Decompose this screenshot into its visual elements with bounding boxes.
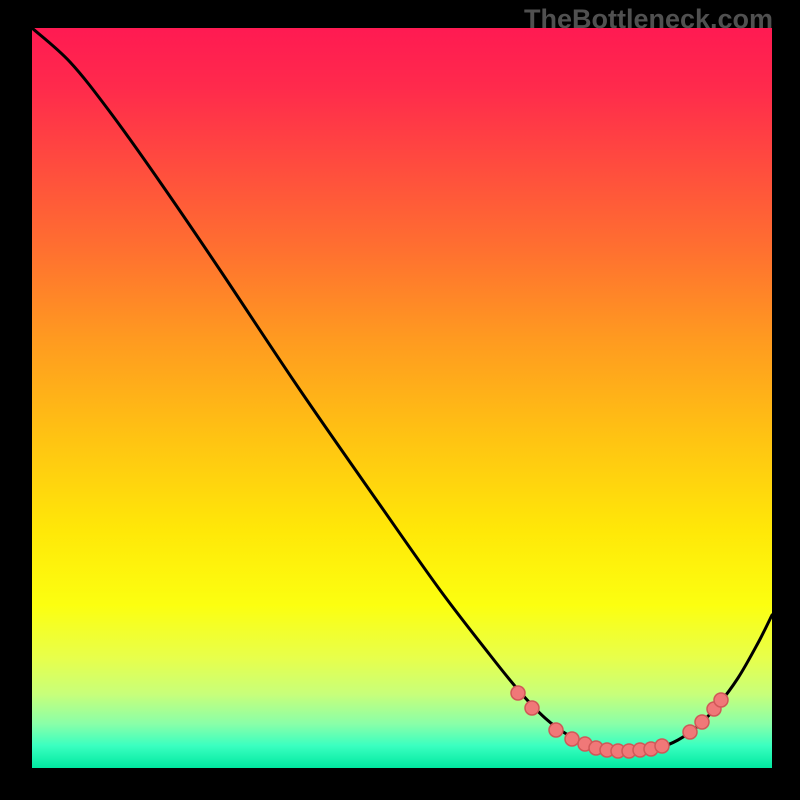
attribution-watermark: TheBottleneck.com (524, 4, 773, 35)
heatmap-gradient-background (32, 28, 772, 768)
bottleneck-chart: TheBottleneck.com (0, 0, 800, 800)
plot-area (32, 28, 772, 768)
